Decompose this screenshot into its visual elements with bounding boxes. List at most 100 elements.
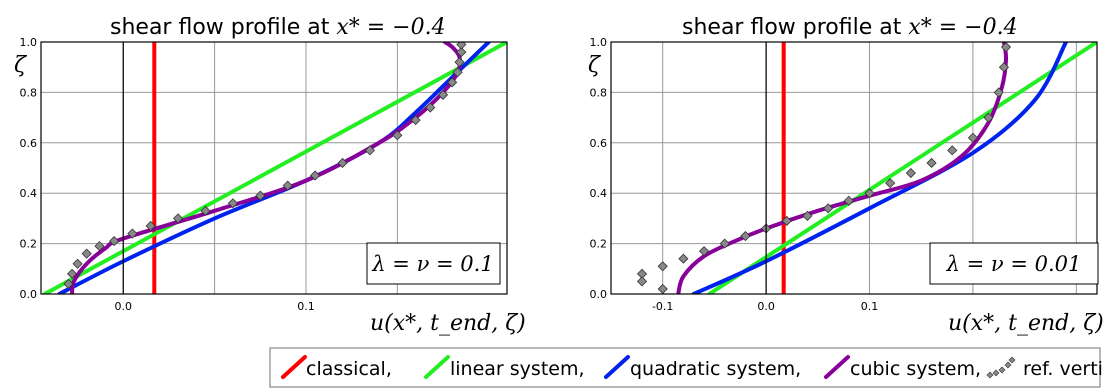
legend-label: classical, <box>306 358 392 380</box>
data-point-diamond <box>740 230 751 242</box>
data-point-diamond <box>905 167 916 179</box>
data-point-diamond <box>823 203 834 214</box>
legend-swatch <box>281 355 307 379</box>
ticks: 0.0 0.2 0.4 0.6 0.8 1.0 0.0 0.1 <box>20 36 315 313</box>
legend-swatch <box>424 355 450 379</box>
legend-label: cubic system, <box>850 358 981 380</box>
x-tick-label: 0.1 <box>297 300 315 313</box>
data-point-diamond <box>678 253 689 264</box>
data-point-diamond <box>109 236 120 247</box>
data-point-diamond <box>657 261 668 272</box>
legend-swatch-diamond <box>1004 361 1012 369</box>
data-point-diamond <box>947 145 958 156</box>
series-group <box>42 42 507 294</box>
legend-swatch <box>824 355 850 379</box>
annotation-text: λ = ν = 0.1 <box>371 252 493 276</box>
data-point-diamond <box>456 42 467 50</box>
data-point-diamond <box>698 246 710 257</box>
data-point-diamond <box>172 213 184 224</box>
annotation-box <box>929 242 1099 285</box>
data-point-diamond <box>781 215 792 226</box>
legend-label: quadratic system, <box>630 358 801 380</box>
y-tick-label: 0.4 <box>20 187 38 200</box>
legend-box <box>269 347 1101 388</box>
data-point-diamond <box>94 241 105 252</box>
y-tick-label: 1.0 <box>20 36 38 49</box>
y-tick-label: 0.8 <box>20 86 38 99</box>
plot-frame <box>40 41 508 295</box>
data-point-diamond <box>885 178 896 189</box>
y-axis-label: ζ <box>588 53 602 78</box>
y-axis-label: ζ <box>14 53 28 78</box>
annotation-box <box>366 242 501 285</box>
x-tick-label: 0.1 <box>861 300 879 313</box>
data-point-diamond <box>1000 42 1012 53</box>
legend-label: linear system, <box>450 358 585 380</box>
data-point-diamond <box>437 89 449 100</box>
data-point-diamond <box>255 190 266 201</box>
data-point-diamond <box>452 67 463 78</box>
x-tick-label: 0.0 <box>757 300 775 313</box>
data-point-diamond <box>843 195 854 206</box>
data-point-diamond <box>454 57 465 68</box>
legend-swatch-diamond <box>998 366 1006 374</box>
data-point-diamond <box>802 210 813 221</box>
data-point-diamond <box>983 112 994 123</box>
data-point-diamond <box>926 157 937 169</box>
data-point-diamond <box>200 205 211 216</box>
annotation-text: λ = ν = 0.01 <box>946 252 1082 276</box>
y-tick-label: 0.4 <box>590 187 608 200</box>
data-point-diamond <box>993 87 1004 98</box>
legend-swatch-diamond <box>986 371 994 379</box>
plot-frame <box>610 41 1098 295</box>
legend-swatch <box>604 355 630 379</box>
data-point-diamond <box>998 62 1010 73</box>
y-tick-label: 0.0 <box>20 288 38 301</box>
axes <box>610 41 1098 295</box>
data-point-diamond <box>410 115 421 126</box>
data-point-diamond <box>447 77 458 88</box>
x-axis-label: u(x*, t_end, ζ) <box>370 311 526 336</box>
data-point-diamond <box>337 157 348 169</box>
y-tick-label: 0.6 <box>590 137 608 150</box>
data-point-diamond <box>227 198 238 209</box>
data-point-diamond <box>392 130 403 141</box>
x-tick-label: 0.0 <box>114 300 132 313</box>
chart-left: shear flow profile at x* = −0.4 ζ 0.0 0.2… <box>14 15 526 336</box>
axes <box>40 41 508 295</box>
data-point-diamond <box>864 188 875 199</box>
data-point-diamond <box>72 258 83 269</box>
data-point-diamond <box>63 278 74 289</box>
series-group <box>636 42 1097 294</box>
data-point-diamond <box>967 132 978 143</box>
chart-title: shear flow profile at x* = −0.4 <box>110 15 446 40</box>
legend-label: ref. vertically resolved <box>1023 358 1103 380</box>
y-tick-label: 0.6 <box>20 137 38 150</box>
y-tick-label: 0.8 <box>590 86 608 99</box>
y-tick-label: 1.0 <box>590 36 608 49</box>
y-tick-label: 0.2 <box>20 238 38 251</box>
data-point-diamond <box>456 47 467 58</box>
x-tick-label: -0.1 <box>652 300 673 313</box>
chart-title: shear flow profile at x* = −0.4 <box>682 15 1018 40</box>
data-point-diamond <box>81 248 92 259</box>
legend-swatch-diamond <box>1008 356 1016 364</box>
data-point-diamond <box>636 276 648 287</box>
x-axis-label: u(x*, t_end, ζ) <box>948 311 1103 336</box>
legend-swatch-diamond <box>992 369 1000 377</box>
data-point-diamond <box>67 268 78 279</box>
data-point-diamond <box>364 145 376 156</box>
data-point-diamond <box>657 283 668 294</box>
data-point-diamond <box>719 238 730 249</box>
data-point-diamond <box>127 228 138 239</box>
data-point-diamond <box>310 170 321 181</box>
y-tick-label: 0.2 <box>590 238 608 251</box>
data-point-diamond <box>145 220 156 232</box>
data-point-diamond <box>282 180 293 191</box>
ticks: 0.0 0.2 0.4 0.6 0.8 1.0 -0.1 0.0 0.1 <box>590 36 879 313</box>
y-tick-label: 0.0 <box>590 288 608 301</box>
data-point-diamond <box>425 102 436 113</box>
legend: classical, linear system, quadratic system… <box>269 347 1103 388</box>
chart-right: shear flow profile at x* = −0.4 ζ 0.0 0.2… <box>588 15 1103 336</box>
